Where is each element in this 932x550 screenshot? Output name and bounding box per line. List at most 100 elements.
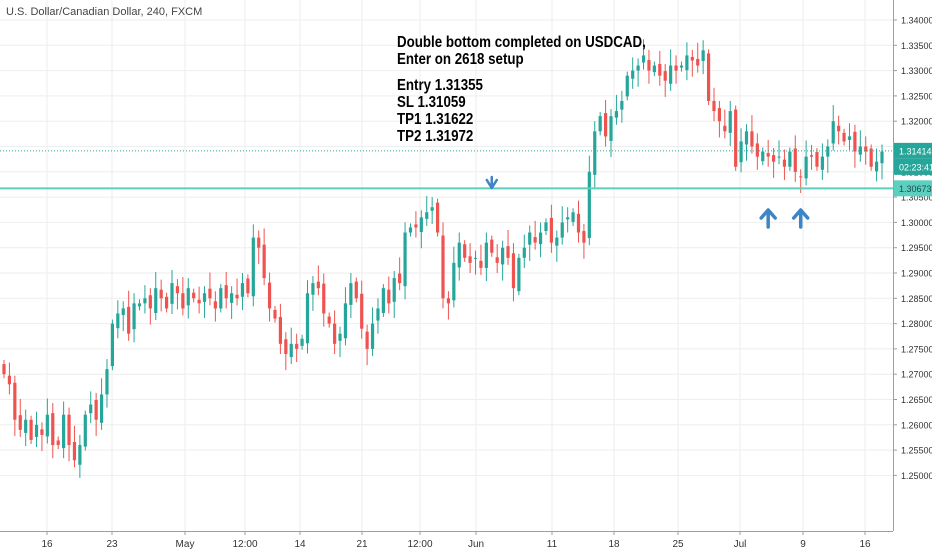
candle-body [89, 404, 93, 414]
candle-body [587, 171, 591, 239]
candle-body [408, 227, 413, 233]
candle-body [463, 244, 467, 258]
candle-body [712, 100, 716, 112]
candle-body [18, 415, 22, 430]
candle-body [338, 333, 342, 341]
candle-body [533, 237, 537, 243]
candle-body [484, 242, 488, 268]
candle-body [696, 58, 700, 66]
time-tick-label: 12:00 [407, 539, 432, 550]
candle-body [365, 331, 369, 349]
candle-body [598, 116, 602, 132]
trade-annotation: Double bottom completed on USDCAD, Enter… [397, 34, 646, 145]
candle-body [631, 70, 635, 79]
candle-body [723, 125, 727, 132]
candle-body [170, 283, 174, 304]
candle-body [45, 414, 49, 437]
candle-body [219, 288, 223, 309]
candle-body [159, 289, 163, 299]
candle-body [202, 293, 207, 302]
candle-body [452, 262, 456, 301]
candle-body [874, 161, 879, 172]
candle-body [495, 257, 499, 263]
candle-body [333, 323, 337, 344]
candle-body [7, 375, 12, 385]
last-price-label: 1.31414 [899, 146, 932, 156]
candle-body [127, 306, 131, 334]
candle-body [788, 151, 792, 167]
candle-body [528, 232, 532, 245]
candle-body [582, 231, 586, 243]
candle-body [820, 156, 824, 170]
candle-body [782, 159, 787, 167]
candle-body [381, 288, 385, 313]
candle-body [197, 299, 201, 304]
candle-body [457, 242, 461, 268]
time-tick-label: 9 [800, 539, 806, 550]
candle-body [316, 281, 320, 289]
candle-body [343, 303, 348, 339]
price-tick-label: 1.27000 [901, 370, 932, 380]
candle-body [739, 141, 743, 163]
price-tick-label: 1.26500 [901, 395, 932, 405]
time-tick-label: 18 [608, 539, 620, 550]
price-tick-label: 1.26000 [901, 420, 932, 430]
candle-body [2, 364, 6, 375]
time-tick-label: Jun [468, 539, 484, 550]
candle-body [83, 414, 87, 447]
candle-body [555, 237, 559, 246]
candle-body [419, 217, 423, 233]
candle-body [479, 260, 483, 268]
candle-body [273, 309, 277, 319]
candle-body [826, 146, 830, 157]
candle-body [549, 217, 553, 243]
candle-body [517, 257, 521, 292]
candle-body [772, 155, 776, 162]
candle-body [690, 56, 694, 61]
candle-body [354, 281, 358, 299]
candle-body [679, 65, 684, 68]
candle-body [51, 413, 55, 446]
candle-body [78, 445, 82, 465]
candle-body [831, 121, 835, 144]
candle-body [278, 317, 283, 344]
candle-body [398, 273, 402, 284]
candle-body [137, 303, 142, 307]
candle-body [522, 247, 526, 258]
candle-body [669, 65, 673, 84]
candle-body [349, 283, 353, 305]
price-tick-label: 1.29000 [901, 269, 932, 279]
candle-body [305, 293, 310, 344]
candle-body [620, 100, 624, 110]
candle-body [257, 237, 261, 248]
candle-body [880, 151, 884, 164]
candle-body [858, 146, 862, 155]
time-tick-label: 25 [672, 539, 684, 550]
candle-body [284, 339, 288, 354]
candle-body [376, 308, 380, 321]
countdown-label: 02:23:41 [899, 162, 932, 172]
candle-body [105, 369, 109, 395]
candle-body [614, 111, 619, 118]
candle-body [501, 247, 505, 265]
candle-body [67, 414, 71, 446]
support-price-label: 1.30673 [899, 184, 932, 194]
candle-body [99, 394, 104, 423]
support-price-tag [894, 180, 932, 197]
time-tick-label: 14 [294, 539, 306, 550]
candle-body [29, 419, 33, 440]
candle-body [777, 156, 781, 158]
candle-body [853, 131, 857, 152]
candle-body [652, 65, 656, 73]
candle-body [734, 109, 738, 167]
price-tick-label: 1.25500 [901, 446, 932, 456]
price-tick-label: 1.27500 [901, 344, 932, 354]
candle-body [506, 246, 510, 258]
candle-body [224, 285, 228, 299]
up-arrow-icon [791, 208, 810, 229]
candle-body [110, 323, 114, 367]
candle-body [240, 283, 245, 297]
price-tick-label: 1.33000 [901, 66, 932, 76]
